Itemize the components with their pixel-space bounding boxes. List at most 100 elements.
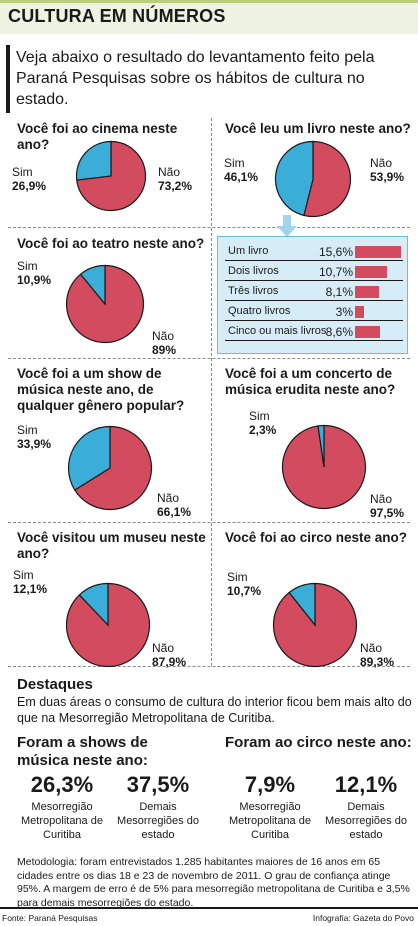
books-row-value: 8,1% bbox=[325, 285, 353, 299]
shows-stat2-caption: Demais Mesorregiões do estado bbox=[117, 801, 199, 841]
circo-sim-name: Sim bbox=[227, 570, 248, 584]
books-bar bbox=[355, 246, 401, 258]
books-row-label: Dois livros bbox=[228, 265, 279, 277]
intro-rule bbox=[6, 45, 10, 113]
books-row-label: Cinco ou mais livros bbox=[228, 325, 327, 337]
shows-title: Foram a shows de música neste ano: bbox=[17, 734, 148, 769]
teatro-nao-value: 89% bbox=[152, 343, 177, 357]
cinema-nao-label: Não 73,2% bbox=[158, 165, 192, 193]
concerto-sim-value: 2,3% bbox=[249, 423, 277, 437]
teatro-question: Você foi ao teatro neste ano? bbox=[17, 236, 205, 251]
livro-pie bbox=[274, 140, 352, 218]
footer-rule bbox=[0, 907, 418, 909]
circo-stat2-caption: Demais Mesorregiões do estado bbox=[325, 801, 407, 841]
shows-stat2-value: 37,5% bbox=[126, 772, 190, 797]
books-detail-box: Um livro 15,6% Dois livros 10,7% Três livr… bbox=[217, 236, 408, 354]
intro-text: Veja abaixo o resultado do levantamento … bbox=[16, 49, 375, 108]
pie-slice-sim bbox=[274, 140, 314, 217]
teatro-nao-name: Não bbox=[152, 329, 175, 343]
show-sim-name: Sim bbox=[17, 423, 38, 437]
livro-question: Você leu um livro neste ano? bbox=[225, 121, 411, 136]
livro-sim-value: 46,1% bbox=[224, 170, 259, 184]
show-sim-value: 33,9% bbox=[17, 437, 52, 451]
books-row-label: Um livro bbox=[228, 245, 269, 257]
concerto-sim-name: Sim bbox=[249, 409, 270, 423]
pie-slice-sim bbox=[78, 582, 109, 627]
books-bar bbox=[355, 326, 381, 338]
concerto-pie bbox=[281, 424, 367, 510]
circo-sim-value: 10,7% bbox=[227, 584, 262, 598]
detail-arrow-shaft bbox=[283, 215, 291, 227]
pie-slice-sim bbox=[67, 425, 111, 491]
museu-sim-name: Sim bbox=[13, 568, 34, 582]
books-row-label: Quatro livros bbox=[228, 305, 291, 317]
pie-slice-sim bbox=[288, 582, 316, 627]
methodology-text: Metodologia: foram entrevistados 1.285 h… bbox=[17, 856, 410, 909]
detail-arrow-icon bbox=[277, 226, 297, 237]
destaques-text: Em duas áreas o consumo de cultura do in… bbox=[17, 695, 412, 725]
books-bar bbox=[355, 286, 379, 298]
teatro-pie bbox=[65, 264, 145, 344]
show-nao-name: Não bbox=[157, 491, 180, 505]
teatro-sim-label: Sim 10,9% bbox=[17, 259, 51, 287]
row-divider-1 bbox=[8, 227, 410, 228]
cinema-nao-value: 73,2% bbox=[158, 179, 193, 193]
books-row-label: Três livros bbox=[228, 285, 279, 297]
shows-stat1-caption: Mesorregião Metropolitana de Curitiba bbox=[21, 801, 103, 841]
cinema-nao-name: Não bbox=[158, 165, 181, 179]
show-question: Você foi a um show de música neste ano, … bbox=[17, 366, 185, 413]
books-bar bbox=[355, 266, 387, 278]
livro-sim-label: Sim 46,1% bbox=[224, 156, 258, 184]
museu-nao-value: 87,9% bbox=[152, 655, 187, 669]
shows-stat1-value: 26,3% bbox=[30, 772, 94, 797]
intro-block: Veja abaixo o resultado do levantamento … bbox=[0, 45, 418, 115]
cinema-sim-value: 26,9% bbox=[12, 179, 47, 193]
show-pie bbox=[67, 425, 153, 511]
museu-nao-name: Não bbox=[152, 641, 175, 655]
concerto-nao-name: Não bbox=[370, 492, 393, 506]
concerto-nao-label: Não 97,5% bbox=[370, 492, 404, 520]
circo-nao-value: 89,3% bbox=[360, 655, 395, 669]
pie-slice-sim bbox=[79, 264, 106, 306]
circo-question: Você foi ao circo neste ano? bbox=[225, 530, 408, 545]
livro-nao-value: 53,9% bbox=[370, 170, 405, 184]
museu-question: Você visitou um museu neste ano? bbox=[17, 530, 206, 561]
cinema-sim-name: Sim bbox=[12, 165, 33, 179]
circo-nao-name: Não bbox=[360, 641, 383, 655]
show-nao-value: 66,1% bbox=[157, 505, 192, 519]
pie-slice-nao bbox=[272, 582, 358, 668]
show-sim-label: Sim 33,9% bbox=[17, 423, 51, 451]
concerto-sim-label: Sim 2,3% bbox=[249, 409, 276, 437]
source-note: Fonte: Paraná Pesquisas bbox=[2, 913, 98, 923]
books-row: Um livro 15,6% bbox=[225, 243, 403, 261]
books-row-value: 15,6% bbox=[318, 245, 353, 259]
museu-nao-label: Não 87,9% bbox=[152, 641, 186, 669]
row-divider-2 bbox=[8, 358, 410, 359]
livro-sim-name: Sim bbox=[224, 156, 245, 170]
row-divider-3 bbox=[8, 522, 410, 523]
circo-nao-label: Não 89,3% bbox=[360, 641, 394, 669]
concerto-question: Você foi a um concerto de música erudita… bbox=[225, 366, 396, 397]
destaques-title: Destaques bbox=[17, 676, 93, 693]
livro-nao-label: Não 53,9% bbox=[370, 156, 404, 184]
circo-stat2-value: 12,1% bbox=[334, 772, 398, 797]
books-row-value: 3% bbox=[335, 305, 353, 319]
books-row: Três livros 8,1% bbox=[225, 283, 403, 301]
circo-title: Foram ao circo neste ano: bbox=[225, 734, 412, 751]
teatro-sim-name: Sim bbox=[17, 259, 38, 273]
books-row-value: 10,7% bbox=[318, 265, 353, 279]
books-row: Dois livros 10,7% bbox=[225, 263, 403, 281]
books-row: Quatro livros 3% bbox=[225, 303, 403, 321]
museu-sim-value: 12,1% bbox=[13, 582, 48, 596]
header-bar bbox=[0, 0, 418, 34]
circo-pie bbox=[272, 582, 358, 668]
books-bar bbox=[355, 306, 364, 318]
pie-slice-nao bbox=[303, 140, 352, 218]
row-divider-4 bbox=[8, 666, 410, 667]
show-nao-label: Não 66,1% bbox=[157, 491, 191, 519]
circo-stat1-caption: Mesorregião Metropolitana de Curitiba bbox=[229, 801, 311, 841]
pie-slice-sim bbox=[75, 140, 112, 181]
teatro-sim-value: 10,9% bbox=[17, 273, 52, 287]
cinema-sim-label: Sim 26,9% bbox=[12, 165, 46, 193]
museu-pie bbox=[65, 582, 151, 668]
